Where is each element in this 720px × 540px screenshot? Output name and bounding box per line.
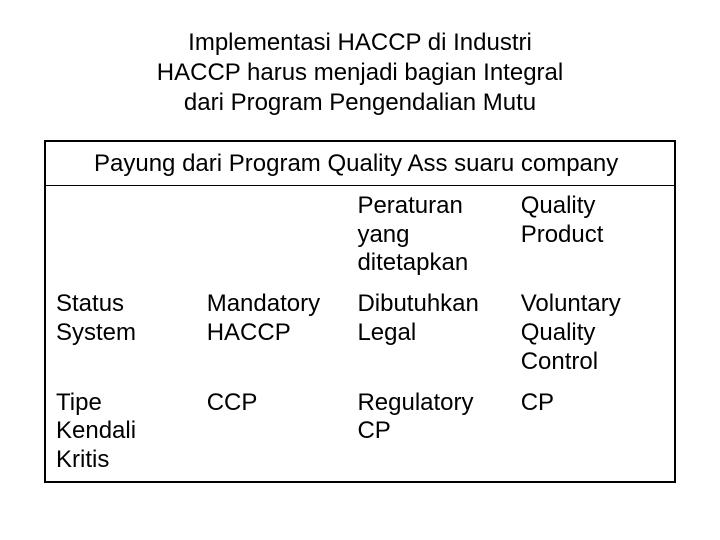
table-cell: Quality Product	[511, 185, 674, 284]
table-cell: Status System	[46, 284, 197, 382]
heading-line-1: Implementasi HACCP di Industri	[0, 28, 720, 58]
table-cell: Peraturan yang ditetapkan	[347, 185, 510, 284]
table-title: Payung dari Program Quality Ass suaru co…	[46, 142, 674, 185]
table-title-row: Payung dari Program Quality Ass suaru co…	[46, 142, 674, 185]
page-heading: Implementasi HACCP di Industri HACCP har…	[0, 28, 720, 118]
table-row: Status System Mandatory HACCP Dibutuhkan…	[46, 284, 674, 382]
table-cell: Regulatory CP	[347, 383, 510, 481]
haccp-table-container: Payung dari Program Quality Ass suaru co…	[44, 140, 676, 483]
table-cell: CP	[511, 383, 674, 481]
table-cell: Mandatory HACCP	[197, 284, 348, 382]
table-cell	[46, 185, 197, 284]
table-cell: CCP	[197, 383, 348, 481]
table-row: Peraturan yang ditetapkan Quality Produc…	[46, 185, 674, 284]
heading-line-2: HACCP harus menjadi bagian Integral	[0, 58, 720, 88]
haccp-table: Payung dari Program Quality Ass suaru co…	[46, 142, 674, 481]
table-row: Tipe Kendali Kritis CCP Regulatory CP CP	[46, 383, 674, 481]
table-cell: Dibutuhkan Legal	[347, 284, 510, 382]
table-cell: Voluntary Quality Control	[511, 284, 674, 382]
table-cell	[197, 185, 348, 284]
heading-line-3: dari Program Pengendalian Mutu	[0, 88, 720, 118]
table-cell: Tipe Kendali Kritis	[46, 383, 197, 481]
